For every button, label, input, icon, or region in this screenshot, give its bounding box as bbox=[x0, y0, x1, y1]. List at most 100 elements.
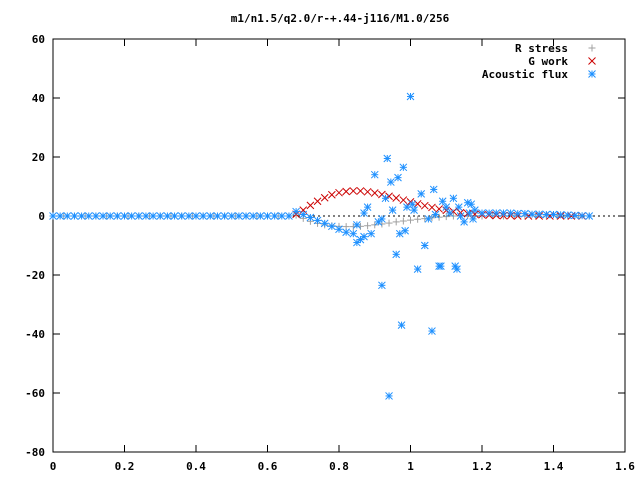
data-point bbox=[327, 190, 336, 199]
data-point bbox=[227, 212, 236, 220]
data-point bbox=[563, 211, 572, 219]
data-point bbox=[349, 187, 358, 195]
data-point bbox=[465, 209, 474, 217]
data-point bbox=[438, 197, 447, 206]
data-point bbox=[335, 225, 343, 234]
legend-label: R stress bbox=[515, 42, 568, 55]
data-point bbox=[56, 212, 65, 220]
data-point bbox=[235, 212, 243, 220]
data-point bbox=[381, 194, 390, 203]
data-point bbox=[578, 211, 586, 220]
chart-title: m1/n1.5/q2.0/r-+.44-j116/M1.0/256 bbox=[231, 12, 450, 25]
data-point bbox=[397, 321, 406, 330]
data-point bbox=[156, 212, 165, 220]
data-point bbox=[394, 173, 402, 182]
y-tick-label: -20 bbox=[25, 269, 45, 282]
data-point bbox=[113, 212, 122, 220]
data-point bbox=[454, 203, 463, 212]
data-point bbox=[442, 203, 451, 212]
legend-label: Acoustic flux bbox=[482, 68, 568, 81]
data-point bbox=[134, 212, 143, 220]
series-acoustic-flux bbox=[49, 92, 594, 400]
data-point bbox=[456, 212, 465, 220]
data-point bbox=[395, 229, 404, 238]
y-tick-label: -40 bbox=[25, 328, 45, 341]
data-marks bbox=[49, 92, 594, 400]
data-point bbox=[485, 209, 494, 217]
data-point bbox=[370, 170, 379, 179]
data-point bbox=[513, 209, 522, 218]
data-point bbox=[320, 193, 329, 202]
data-point bbox=[356, 187, 365, 195]
data-point bbox=[401, 226, 409, 235]
data-point bbox=[84, 212, 93, 220]
data-point bbox=[469, 215, 477, 223]
data-point bbox=[435, 205, 443, 213]
legend-marker bbox=[588, 57, 596, 65]
y-tick-label: 40 bbox=[32, 92, 45, 105]
x-tick-label: 0.4 bbox=[186, 460, 206, 473]
data-point bbox=[335, 188, 343, 197]
x-tick-label: 0.8 bbox=[329, 460, 349, 473]
data-point bbox=[442, 213, 450, 221]
data-point bbox=[528, 210, 536, 219]
data-point bbox=[385, 392, 393, 400]
data-point bbox=[353, 220, 361, 229]
data-point bbox=[199, 212, 208, 220]
data-point bbox=[313, 197, 322, 206]
data-point bbox=[184, 212, 193, 220]
data-point bbox=[378, 215, 386, 223]
data-point bbox=[549, 210, 558, 219]
y-tick-label: 20 bbox=[32, 151, 45, 164]
data-point bbox=[467, 200, 476, 209]
data-point bbox=[428, 327, 436, 335]
data-point bbox=[370, 189, 379, 197]
x-tick-label: 1 bbox=[407, 460, 414, 473]
data-point bbox=[170, 212, 179, 220]
x-tick-label: 0.6 bbox=[258, 460, 278, 473]
data-point bbox=[424, 215, 433, 223]
data-point bbox=[285, 212, 293, 220]
data-point bbox=[363, 187, 372, 196]
data-point bbox=[470, 206, 479, 214]
data-point bbox=[263, 212, 272, 220]
data-point bbox=[292, 207, 300, 216]
data-point bbox=[506, 209, 515, 217]
data-point bbox=[499, 209, 508, 217]
data-point bbox=[392, 194, 401, 202]
data-point bbox=[327, 222, 336, 231]
data-point bbox=[478, 209, 486, 217]
y-tick-label: -80 bbox=[25, 446, 45, 459]
data-point bbox=[320, 219, 329, 228]
data-point bbox=[492, 209, 501, 217]
data-point bbox=[120, 212, 129, 220]
data-point bbox=[299, 210, 308, 219]
data-point bbox=[392, 250, 401, 259]
data-point bbox=[431, 210, 440, 219]
data-point bbox=[428, 203, 436, 212]
data-point bbox=[399, 163, 408, 172]
data-point bbox=[213, 212, 222, 220]
data-point bbox=[410, 206, 418, 214]
x-tick-label: 1.6 bbox=[615, 460, 635, 473]
data-point bbox=[460, 218, 468, 226]
data-point bbox=[306, 213, 315, 222]
data-point bbox=[206, 212, 215, 220]
data-point bbox=[256, 212, 265, 220]
data-point bbox=[77, 212, 86, 220]
data-point bbox=[363, 203, 372, 212]
data-point bbox=[163, 212, 172, 220]
data-point bbox=[407, 216, 414, 224]
x-tick-label: 0 bbox=[50, 460, 57, 473]
plot-frame bbox=[52, 38, 626, 453]
data-point bbox=[378, 281, 386, 290]
data-point bbox=[92, 212, 100, 220]
data-point bbox=[313, 216, 322, 225]
data-point bbox=[429, 185, 438, 194]
data-point bbox=[585, 212, 594, 220]
data-point bbox=[364, 222, 372, 230]
data-point bbox=[437, 262, 445, 271]
data-point bbox=[360, 209, 368, 217]
data-point bbox=[149, 212, 157, 220]
